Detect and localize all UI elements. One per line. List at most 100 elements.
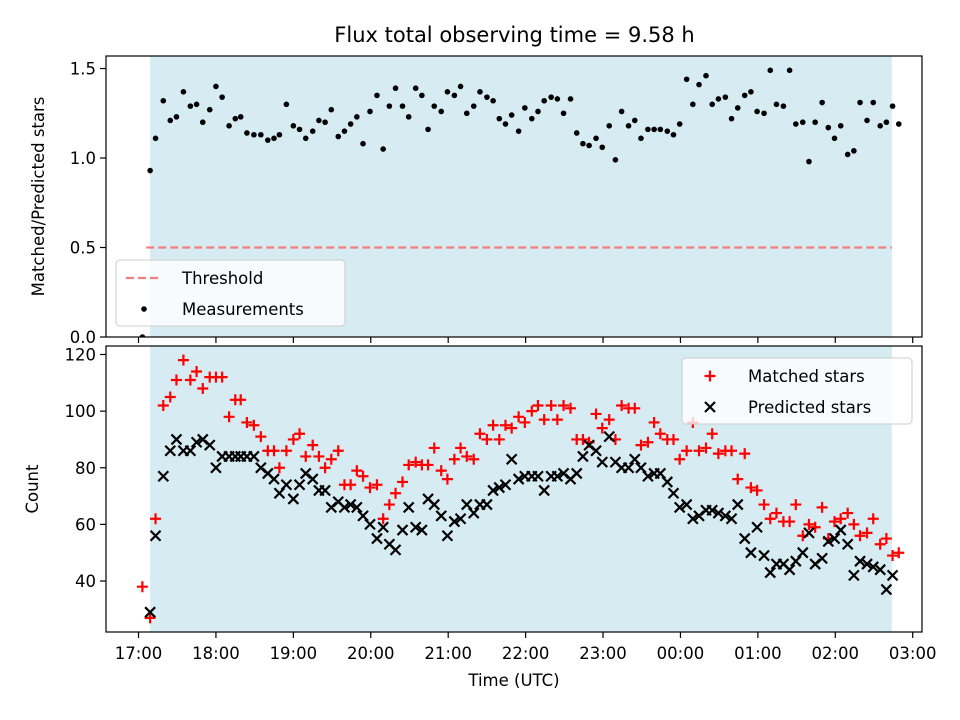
matched-star-point — [307, 439, 319, 451]
legend-measurement-swatch — [141, 306, 147, 312]
measurement-point — [844, 151, 851, 158]
matched-star-point — [790, 499, 802, 511]
matched-star-point — [667, 433, 679, 445]
matched-star-point — [700, 442, 712, 454]
measurement-point — [160, 97, 167, 104]
measurement-point — [780, 103, 787, 109]
matched-star-point — [513, 411, 525, 423]
measurement-point — [799, 119, 806, 126]
predicted-star-point — [293, 478, 306, 491]
predicted-star-point — [764, 566, 777, 579]
measurement-point — [419, 92, 425, 99]
measurement-point — [271, 135, 277, 142]
measurement-point — [226, 123, 232, 129]
predicted-star-point — [364, 518, 376, 531]
matched-star-point — [854, 530, 866, 542]
predicted-star-point — [402, 501, 415, 514]
predicted-star-point — [306, 473, 319, 485]
matched-star-point — [235, 394, 247, 406]
x-tick-label: 18:00 — [192, 644, 240, 663]
measurement-point — [237, 114, 244, 120]
matched-star-point — [345, 479, 357, 491]
measurement-point — [502, 121, 509, 127]
matched-star-point — [835, 513, 847, 525]
measurement-point — [560, 110, 567, 117]
measurement-point — [773, 101, 780, 108]
measurement-point — [625, 123, 632, 129]
measurement-point — [354, 114, 360, 120]
matched-star-point — [248, 419, 260, 431]
y-tick-label: 0.5 — [70, 239, 96, 258]
matched-star-point — [629, 402, 641, 414]
x-tick-label: 00:00 — [657, 644, 705, 663]
matched-star-point — [223, 411, 235, 423]
measurement-point — [463, 110, 470, 117]
measurement-point — [451, 92, 458, 99]
measurement-point — [265, 137, 271, 143]
predicted-star-point — [680, 498, 693, 511]
measurement-point — [173, 114, 180, 120]
measurement-point — [347, 121, 354, 127]
matched-star-point — [351, 465, 363, 477]
measurement-point — [341, 128, 348, 134]
predicted-star-point — [190, 436, 203, 449]
matched-star-point — [616, 399, 628, 411]
measurement-point — [276, 131, 283, 138]
measurement-point — [567, 96, 574, 102]
matched-star-point — [157, 399, 169, 411]
matched-star-point — [603, 414, 615, 426]
star-count-panel: 40 60 80 100 120 17:00 18:00 19:00 20:00 21:00 22:… — [23, 345, 936, 690]
measurement-point — [484, 94, 490, 100]
predicted-star-point — [467, 507, 480, 519]
plot-frame — [105, 55, 923, 338]
matched-star-point — [726, 445, 738, 457]
x-tick-label: 03:00 — [889, 644, 937, 663]
measurement-point — [392, 85, 399, 92]
matched-star-point — [867, 513, 879, 525]
predicted-star-point — [712, 507, 725, 519]
measurement-point — [715, 96, 722, 102]
matched-star-point — [506, 422, 518, 434]
predicted-star-point — [441, 529, 454, 542]
matched-star-point — [809, 521, 821, 533]
matched-star-point — [197, 382, 209, 394]
predicted-star-point — [590, 444, 602, 457]
matched-star-point — [842, 507, 854, 519]
matched-star-point — [751, 484, 763, 496]
matched-star-point — [255, 431, 267, 443]
matched-star-point — [448, 453, 460, 465]
predicted-star-point — [706, 504, 718, 517]
predicted-star-point — [577, 450, 589, 463]
measurement-point — [645, 126, 651, 133]
measurement-point — [374, 92, 380, 99]
matched-star-point — [577, 433, 589, 445]
measurement-point — [386, 103, 393, 109]
measurement-point — [302, 135, 309, 142]
predicted-star-point — [854, 555, 866, 567]
matched-star-point — [706, 428, 718, 440]
predicted-star-point — [499, 478, 512, 491]
measurement-point — [722, 94, 729, 100]
measurement-point — [380, 146, 386, 152]
matched-star-point — [874, 538, 886, 550]
measurement-point — [490, 97, 496, 104]
predicted-star-point — [512, 473, 525, 485]
measurement-point — [522, 105, 528, 111]
predicted-star-point — [738, 532, 751, 545]
predicted-star-point — [731, 498, 744, 511]
matched-star-point — [136, 581, 148, 593]
predicted-star-point — [538, 484, 550, 497]
legend: Threshold Measurements — [115, 259, 346, 327]
measurement-point — [728, 115, 735, 122]
matched-star-point — [461, 450, 473, 462]
matched-star-point — [848, 518, 860, 530]
x-tick-label: 01:00 — [734, 644, 782, 663]
predicted-star-point — [448, 515, 461, 528]
measurement-point — [232, 115, 239, 122]
matched-star-point — [861, 527, 873, 539]
matched-star-point — [739, 448, 751, 460]
matched-star-point — [764, 513, 776, 525]
measurement-point — [296, 126, 303, 133]
measurement-point — [470, 103, 477, 109]
measurement-point — [167, 117, 174, 124]
